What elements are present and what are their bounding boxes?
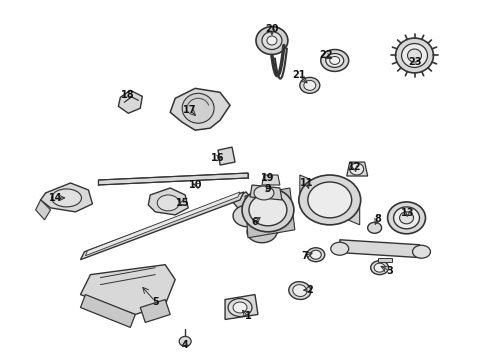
Ellipse shape [370, 261, 389, 275]
Text: 2: 2 [306, 284, 313, 294]
Ellipse shape [368, 222, 382, 233]
Polygon shape [140, 300, 170, 323]
Polygon shape [340, 240, 421, 258]
Text: 12: 12 [348, 162, 362, 172]
Polygon shape [378, 258, 392, 262]
Polygon shape [231, 192, 280, 240]
Ellipse shape [242, 188, 294, 232]
Ellipse shape [330, 57, 340, 64]
Ellipse shape [399, 212, 414, 224]
Ellipse shape [299, 175, 361, 225]
Ellipse shape [395, 38, 434, 73]
Text: 10: 10 [190, 180, 203, 190]
Ellipse shape [374, 263, 385, 272]
Text: 18: 18 [121, 90, 134, 100]
Polygon shape [80, 265, 175, 315]
Text: 8: 8 [374, 214, 381, 224]
Text: 7: 7 [301, 251, 308, 261]
Ellipse shape [179, 336, 191, 346]
Ellipse shape [289, 282, 311, 300]
Polygon shape [80, 192, 244, 260]
Ellipse shape [262, 32, 282, 50]
Ellipse shape [254, 186, 274, 200]
Text: 6: 6 [251, 217, 258, 227]
Text: 5: 5 [152, 297, 159, 306]
Ellipse shape [388, 202, 425, 234]
Ellipse shape [300, 77, 320, 93]
Text: 1: 1 [245, 311, 251, 321]
Polygon shape [41, 183, 93, 212]
Polygon shape [347, 162, 368, 176]
Polygon shape [148, 188, 188, 215]
Ellipse shape [310, 250, 321, 259]
Text: 23: 23 [408, 58, 421, 67]
Text: 22: 22 [319, 50, 333, 60]
Ellipse shape [256, 27, 288, 54]
Ellipse shape [247, 221, 277, 243]
Polygon shape [119, 90, 142, 113]
Ellipse shape [326, 54, 343, 67]
Ellipse shape [228, 298, 252, 316]
Text: 20: 20 [265, 24, 279, 33]
Polygon shape [170, 88, 230, 130]
Ellipse shape [331, 242, 349, 255]
Text: 4: 4 [182, 340, 189, 350]
Polygon shape [300, 175, 360, 225]
Ellipse shape [307, 248, 325, 262]
Ellipse shape [51, 189, 81, 207]
Text: 13: 13 [401, 208, 414, 218]
Polygon shape [85, 192, 240, 256]
Ellipse shape [401, 44, 427, 67]
Text: 9: 9 [265, 184, 271, 194]
Ellipse shape [308, 182, 352, 218]
Polygon shape [98, 173, 248, 185]
Text: 19: 19 [261, 173, 275, 183]
Polygon shape [36, 200, 50, 220]
Ellipse shape [293, 285, 307, 297]
Polygon shape [225, 294, 258, 319]
Text: 11: 11 [300, 178, 314, 188]
Ellipse shape [350, 163, 364, 175]
Ellipse shape [249, 194, 287, 226]
Ellipse shape [233, 205, 263, 227]
Polygon shape [245, 188, 295, 238]
Polygon shape [80, 294, 135, 328]
Ellipse shape [408, 49, 421, 62]
Ellipse shape [233, 302, 247, 313]
Text: 15: 15 [176, 198, 190, 208]
Text: 16: 16 [211, 153, 225, 163]
Ellipse shape [413, 245, 431, 258]
Ellipse shape [182, 93, 214, 123]
Text: 17: 17 [183, 105, 197, 115]
Ellipse shape [267, 36, 277, 45]
Ellipse shape [157, 195, 179, 211]
Polygon shape [218, 147, 235, 165]
Polygon shape [250, 185, 282, 200]
Text: 3: 3 [386, 266, 393, 276]
Ellipse shape [321, 50, 349, 71]
Polygon shape [262, 175, 280, 185]
Ellipse shape [393, 207, 419, 229]
Ellipse shape [304, 80, 316, 90]
Text: 21: 21 [292, 71, 306, 80]
Text: 14: 14 [49, 193, 62, 203]
